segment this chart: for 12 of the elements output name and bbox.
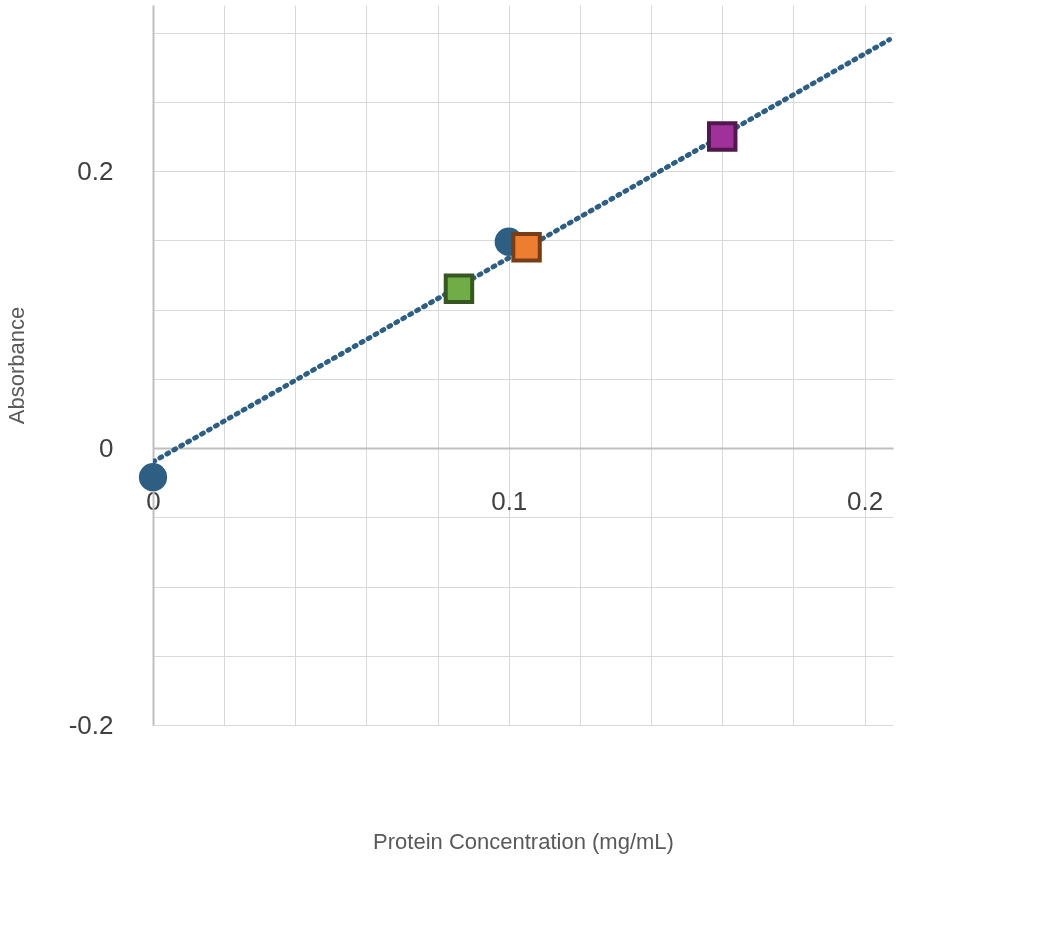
x-axis-title: Protein Concentration (mg/mL) xyxy=(373,828,674,854)
y-axis-title: Absorbance xyxy=(3,306,29,425)
y-tick-label: 0 xyxy=(99,432,114,463)
point xyxy=(511,232,542,263)
point xyxy=(707,121,738,152)
point xyxy=(138,463,168,492)
x-tick-label: 0.1 xyxy=(491,485,528,516)
y-tick-label: 0.2 xyxy=(77,155,114,186)
y-tick-label: -0.2 xyxy=(68,709,114,740)
x-tick-label: 0.2 xyxy=(846,485,884,516)
point xyxy=(443,273,475,305)
x-tick-label: 0 xyxy=(146,485,161,516)
